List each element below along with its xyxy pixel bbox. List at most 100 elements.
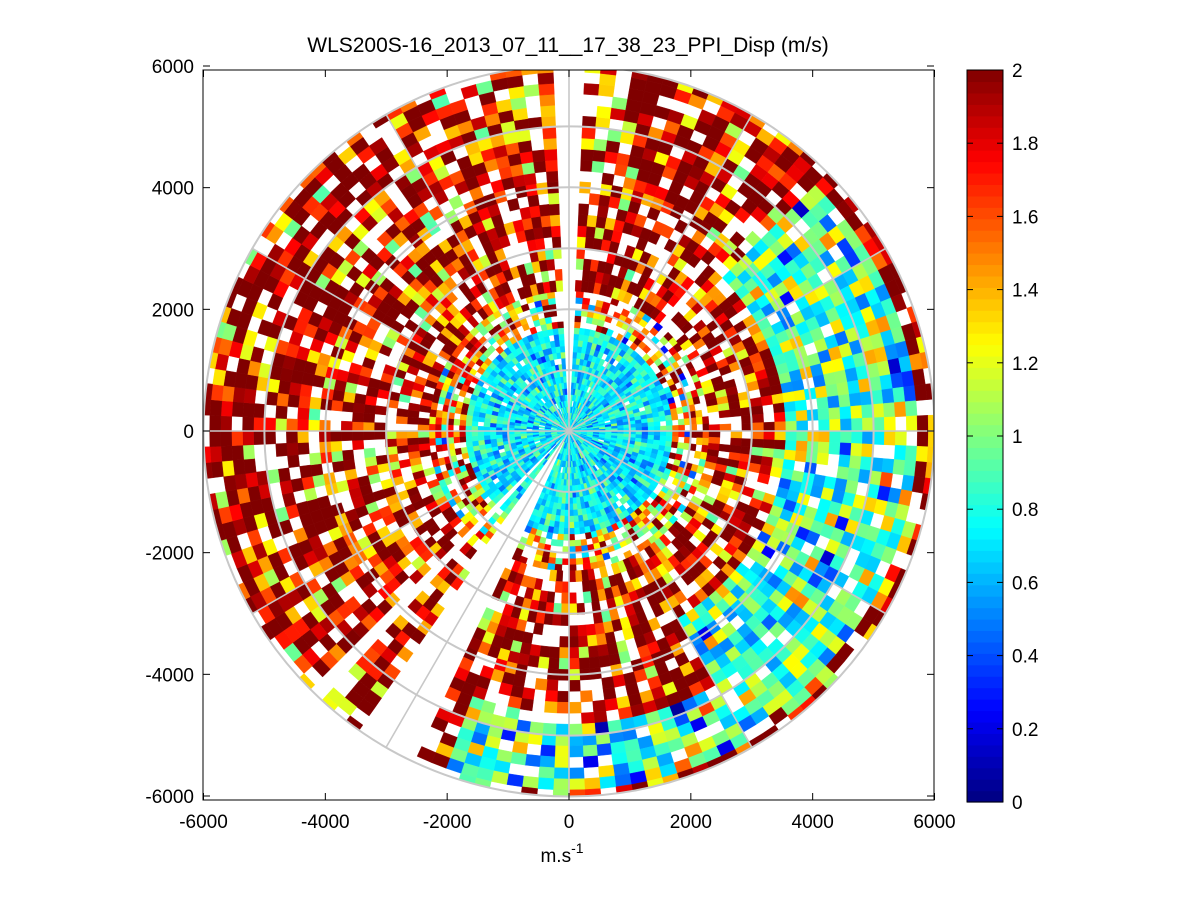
ppi-cell: [582, 556, 591, 565]
ppi-cell: [558, 333, 565, 341]
ppi-cell: [847, 379, 861, 395]
ppi-cell: [532, 560, 542, 569]
ppi-cell: [554, 756, 570, 769]
ppi-cell: [568, 647, 580, 659]
ppi-cell: [363, 412, 376, 423]
ppi-cell: [659, 415, 667, 422]
ppi-cell: [231, 401, 244, 418]
ppi-cell: [428, 416, 436, 425]
ppi-cell: [580, 569, 589, 582]
colorbar-band: [967, 573, 1003, 586]
ppi-cell: [549, 280, 558, 293]
ppi-cell: [465, 425, 472, 432]
x-axis-label-exponent: -1: [571, 840, 584, 856]
ppi-cell: [352, 402, 366, 414]
ppi-cell: [231, 430, 244, 446]
ppi-cell: [646, 417, 655, 423]
ppi-cell: [362, 421, 375, 432]
ppi-cell: [861, 443, 874, 458]
ppi-cell: [572, 345, 579, 353]
ppi-cell: [560, 351, 566, 359]
ppi-cell: [568, 540, 576, 547]
ppi-cell: [574, 280, 583, 292]
colorbar: 00.20.40.60.811.21.41.61.82: [966, 61, 1039, 814]
ppi-cell: [578, 657, 591, 670]
ppi-cell: [210, 461, 224, 479]
ppi-cell: [839, 442, 852, 456]
colorbar-band: [967, 253, 1003, 266]
ppi-cell: [546, 562, 556, 571]
ppi-cell: [795, 440, 808, 453]
colorbar-band: [967, 127, 1003, 140]
ppi-cell: [577, 508, 583, 516]
ppi-cell: [559, 636, 570, 648]
ppi-cell: [533, 160, 547, 174]
colorbar-band: [967, 447, 1003, 460]
ppi-cell: [341, 449, 355, 461]
ppi-cell: [435, 444, 443, 453]
ppi-cell: [209, 415, 222, 432]
colorbar-tick-label: 0.2: [1012, 720, 1038, 741]
ppi-cell: [555, 346, 561, 354]
ppi-cell: [839, 406, 852, 420]
ppi-cell: [568, 658, 580, 670]
ppi-cell: [904, 445, 918, 462]
ppi-cell: [382, 364, 397, 377]
ppi-cell: [582, 297, 591, 306]
ppi-cell: [598, 84, 615, 98]
ppi-cell: [560, 614, 570, 626]
ppi-cell: [545, 531, 554, 540]
ppi-cell: [883, 416, 896, 432]
spoke-line: [568, 430, 886, 615]
ppi-cell: [796, 420, 809, 432]
ppi-cell: [243, 388, 257, 404]
ppi-cell: [718, 409, 731, 419]
colorbar-band: [967, 287, 1003, 300]
ppi-cell: [545, 159, 558, 172]
ppi-cell: [927, 414, 934, 432]
ppi-cell: [561, 357, 566, 365]
ppi-cell: [541, 225, 553, 239]
ppi-cell: [209, 430, 222, 447]
ppi-cell: [561, 581, 570, 594]
x-tick-label: 6000: [913, 812, 955, 833]
ppi-cell: [353, 393, 367, 405]
ppi-cell: [751, 446, 764, 457]
ppi-cell: [453, 430, 460, 438]
ppi-cell: [836, 381, 850, 396]
ppi-cell: [297, 430, 309, 444]
colorbar-band: [967, 378, 1003, 391]
ppi-cell: [286, 442, 299, 456]
ppi-cell: [434, 416, 443, 425]
ppi-cell: [559, 339, 565, 347]
ppi-cell: [647, 434, 655, 441]
ppi-cell: [483, 421, 491, 428]
ppi-cell: [828, 407, 841, 420]
ppi-cell: [594, 721, 610, 735]
ppi-cell: [751, 405, 764, 416]
ppi-cell: [531, 149, 546, 163]
ppi-cell: [580, 159, 593, 172]
ppi-cell: [385, 622, 402, 640]
ppi-cell: [601, 172, 615, 186]
ppi-cell: [563, 376, 567, 383]
colorbar-tick-label: 0: [1012, 793, 1023, 814]
ppi-cell: [718, 443, 731, 453]
ppi-cell: [534, 678, 548, 691]
colorbar-band: [967, 561, 1003, 574]
ppi-cell: [489, 434, 497, 440]
colorbar-band: [967, 653, 1003, 666]
ppi-cell: [368, 137, 388, 156]
colorbar-band: [967, 710, 1003, 723]
y-tick-label: -2000: [145, 544, 194, 565]
ppi-cell: [635, 423, 643, 428]
ppi-cell: [828, 442, 841, 455]
ppi-cell: [850, 405, 863, 419]
ppi-cell: [597, 205, 609, 218]
colorbar-band: [967, 275, 1003, 288]
ppi-cell: [584, 236, 595, 250]
ppi-cell: [582, 591, 592, 604]
ppi-cell: [519, 697, 534, 712]
ppi-cell: [553, 778, 570, 791]
ppi-cell: [695, 437, 704, 446]
